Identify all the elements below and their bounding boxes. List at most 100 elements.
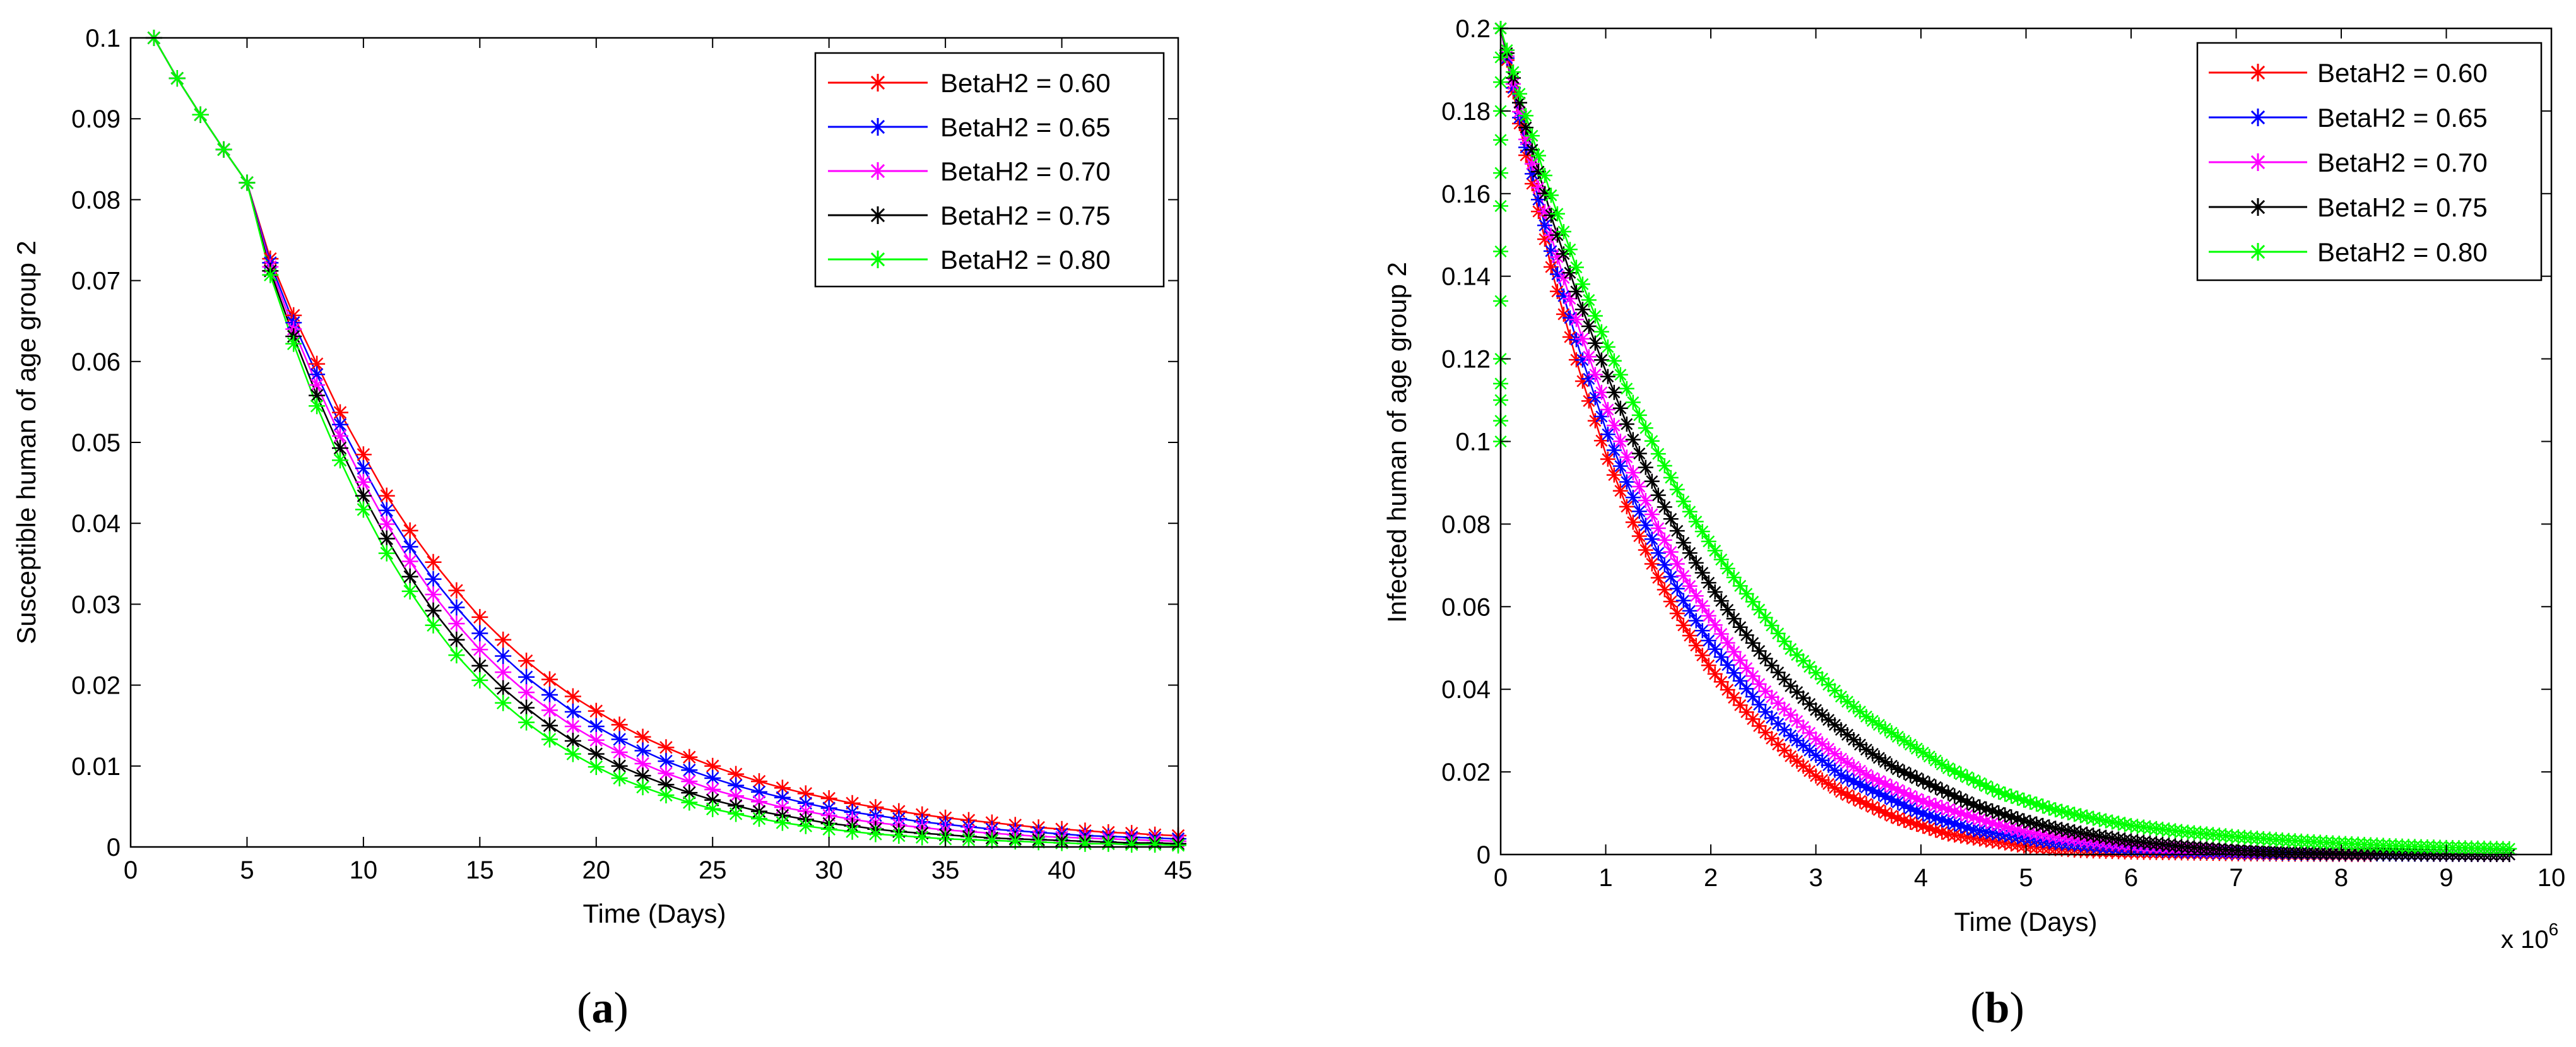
- y-tick-label: 0.08: [1441, 511, 1491, 538]
- data-point-betah2-0-70: [1808, 731, 1824, 747]
- data-point-betah2-0-75: [1896, 764, 1912, 780]
- data-point-betah2-0-75: [1739, 627, 1754, 643]
- y-tick-label: 0.01: [71, 753, 121, 781]
- data-point-betah2-0-70: [1675, 568, 1691, 584]
- x-tick-label: 10: [350, 856, 378, 884]
- data-point-betah2-0-80: [1147, 836, 1164, 853]
- data-point-betah2-0-70: [1638, 492, 1653, 508]
- x-tick-label: 5: [240, 856, 254, 884]
- data-point-betah2-0-65: [1713, 649, 1729, 665]
- data-point-betah2-0-75: [1726, 611, 1742, 627]
- data-point-betah2-0-70: [1587, 367, 1603, 382]
- data-point-betah2-0-70: [1751, 676, 1767, 692]
- data-point-betah2-0-75: [1707, 584, 1723, 600]
- data-point-betah2-0-80: [890, 827, 907, 844]
- data-point-betah2-0-75: [1732, 619, 1748, 635]
- chart-panel-b: 0 1 2 3 4 5 6 7 8 9 10 0 0.02 0.04 0.06 0.08 0.1 0.12 0.1…: [1382, 15, 2565, 1032]
- data-point-betah2-0-75: [1657, 499, 1672, 515]
- data-point-betah2-0-80: [1871, 717, 1887, 733]
- data-point-betah2-0-70: [1644, 506, 1660, 522]
- data-point-betah2-0-70: [728, 788, 745, 805]
- data-point-betah2-0-80: [1587, 308, 1603, 324]
- data-point-betah2-0-80: [1745, 594, 1761, 610]
- legend-label: BetaH2 = 0.60: [940, 68, 1111, 98]
- data-point-betah2-0-75: [564, 733, 581, 750]
- x-tick-label: 0: [124, 856, 138, 884]
- data-point-betah2-0-80: [239, 174, 256, 191]
- data-point-betah2-0-65: [1745, 689, 1761, 704]
- data-point-betah2-0-80: [1543, 187, 1559, 203]
- data-point-betah2-0-60: [401, 522, 418, 539]
- data-point-betah2-0-80: [355, 501, 372, 518]
- x-tick-label: 9: [2439, 864, 2453, 892]
- data-point-betah2-0-75: [1764, 658, 1780, 673]
- data-point-betah2-0-70: [1720, 635, 1735, 651]
- legend-label: BetaH2 = 0.80: [2317, 237, 2488, 267]
- data-point-betah2-0-70: [1827, 746, 1843, 762]
- data-point-betah2-0-70: [1682, 578, 1698, 594]
- data-point-betah2-0-60: [658, 739, 675, 756]
- data-point-betah2-0-80: [1007, 833, 1024, 850]
- data-point-betah2-0-60: [1732, 697, 1748, 713]
- legend-label: BetaH2 = 0.70: [2317, 148, 2488, 177]
- data-point-betah2-0-65: [1600, 427, 1616, 442]
- data-point-betah2-0-75: [1701, 575, 1716, 591]
- data-point-betah2-0-80: [681, 794, 698, 811]
- data-point-betah2-0-80: [1593, 324, 1609, 340]
- data-point-betah2-0-60: [564, 688, 581, 705]
- data-point-betah2-0-60: [1713, 674, 1729, 690]
- data-point-betah2-0-65: [1688, 613, 1704, 629]
- data-point-betah2-0-75: [1587, 335, 1603, 351]
- x-tick-label: 8: [2334, 864, 2348, 892]
- data-point-betah2-0-75: [355, 487, 372, 504]
- data-point-betah2-0-75: [1770, 665, 1786, 680]
- legend-entry-betah2-0-75: BetaH2 = 0.75: [828, 201, 1111, 230]
- x-tick-label: 40: [1048, 856, 1076, 884]
- data-point-betah2-0-60: [1909, 817, 1925, 832]
- data-point-betah2-0-70: [1606, 418, 1622, 434]
- data-point-betah2-0-75: [1593, 352, 1609, 368]
- data-point-betah2-0-75: [1600, 369, 1616, 384]
- data-point-betah2-0-65: [1675, 593, 1691, 608]
- data-point-betah2-0-80: [1638, 420, 1653, 436]
- data-point-betah2-0-65: [588, 718, 605, 735]
- x-tick-label: 4: [1914, 864, 1928, 892]
- data-point-betah2-0-80: [1650, 446, 1666, 462]
- data-point-betah2-0-65: [1650, 545, 1666, 561]
- legend: BetaH2 = 0.60 BetaH2 = 0.65 BetaH2 = 0.70 B…: [2196, 42, 2543, 281]
- legend-label: BetaH2 = 0.75: [2317, 192, 2488, 222]
- legend-label: BetaH2 = 0.75: [940, 201, 1111, 230]
- data-point-betah2-0-65: [1663, 569, 1679, 584]
- data-point-betah2-0-80: [448, 647, 465, 664]
- data-point-betah2-0-75: [1669, 523, 1685, 539]
- y-tick-label: 0.1: [1455, 429, 1491, 456]
- panel-label-close-paren: ): [614, 984, 629, 1032]
- data-point-betah2-0-70: [1745, 668, 1761, 684]
- data-point-betah2-0-80: [1549, 206, 1565, 222]
- y-tick-label: 0.14: [1441, 263, 1491, 291]
- data-point-betah2-0-65: [1732, 673, 1748, 689]
- data-point-betah2-0-70: [1726, 644, 1742, 660]
- data-point-betah2-0-70: [1909, 791, 1925, 807]
- data-point-betah2-0-80: [611, 770, 628, 787]
- data-point-betah2-0-65: [1877, 788, 1893, 804]
- data-point-betah2-0-75: [1575, 302, 1590, 317]
- data-point-betah2-0-60: [355, 446, 372, 463]
- data-point-betah2-0-80: [1877, 721, 1893, 736]
- data-point-betah2-0-80: [541, 731, 558, 748]
- panel-label-letter: b: [1985, 984, 2010, 1032]
- y-tick-label: 0.03: [71, 591, 121, 618]
- data-point-betah2-0-80: [983, 832, 1000, 849]
- x-tick-label: 6: [2124, 864, 2138, 892]
- legend-swatch-marker: [2249, 153, 2267, 171]
- data-point-betah2-0-70: [378, 516, 395, 533]
- legend-swatch-marker: [869, 118, 887, 136]
- data-point-betah2-0-70: [681, 773, 698, 790]
- data-point-betah2-0-65: [355, 460, 372, 477]
- data-point-betah2-0-80: [1770, 625, 1786, 641]
- panel-label-open-paren: (: [577, 984, 591, 1032]
- data-point-betah2-0-60: [1657, 582, 1672, 598]
- data-point-betah2-0-80: [1575, 276, 1590, 292]
- data-point-betah2-0-70: [1846, 759, 1862, 774]
- data-point-betah2-0-65: [401, 538, 418, 555]
